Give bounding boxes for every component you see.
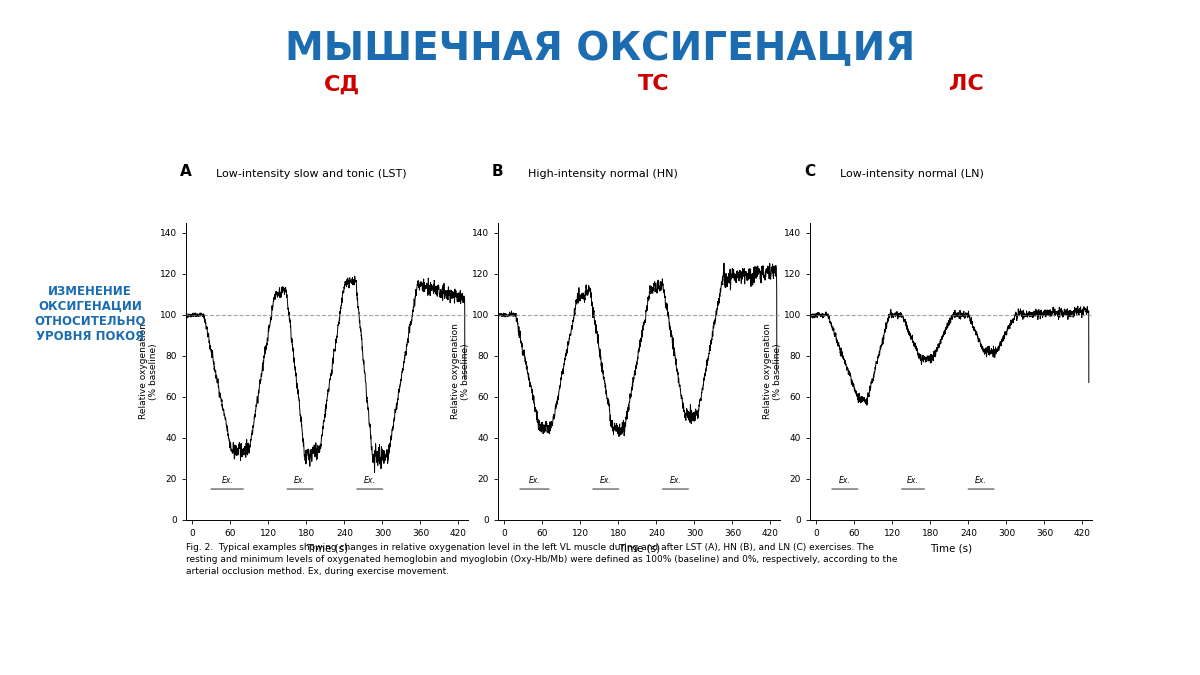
Text: СД: СД xyxy=(324,74,360,94)
Text: Ex.: Ex. xyxy=(839,476,851,485)
Text: ТС: ТС xyxy=(638,74,670,94)
Y-axis label: Relative oxygenation
(% baseline): Relative oxygenation (% baseline) xyxy=(139,323,158,419)
Text: Ex.: Ex. xyxy=(364,476,376,485)
Text: Low-intensity slow and tonic (LST): Low-intensity slow and tonic (LST) xyxy=(216,169,407,179)
Text: Ex.: Ex. xyxy=(976,476,986,485)
Text: Ex.: Ex. xyxy=(907,476,919,485)
Text: B: B xyxy=(492,164,504,179)
Text: A: A xyxy=(180,164,192,179)
Y-axis label: Relative oxygenation
(% baseline): Relative oxygenation (% baseline) xyxy=(451,323,470,419)
Text: МЫШЕЧНАЯ ОКСИГЕНАЦИЯ: МЫШЕЧНАЯ ОКСИГЕНАЦИЯ xyxy=(284,30,916,68)
Text: Low-intensity normal (LN): Low-intensity normal (LN) xyxy=(840,169,984,179)
Text: Ex.: Ex. xyxy=(600,476,612,485)
Text: High-intensity normal (HN): High-intensity normal (HN) xyxy=(528,169,678,179)
Text: Ex.: Ex. xyxy=(670,476,682,485)
Text: C: C xyxy=(804,164,815,179)
X-axis label: Time (s): Time (s) xyxy=(306,543,348,553)
Text: Ex.: Ex. xyxy=(528,476,540,485)
Text: ЛС: ЛС xyxy=(949,74,983,94)
Text: Fig. 2.  Typical examples showing changes in relative oxygenation level in the l: Fig. 2. Typical examples showing changes… xyxy=(186,543,898,576)
Text: ИЗМЕНЕНИЕ
ОКСИГЕНАЦИИ
ОТНОСИТЕЛЬНО
УРОВНЯ ПОКОЯ: ИЗМЕНЕНИЕ ОКСИГЕНАЦИИ ОТНОСИТЕЛЬНО УРОВН… xyxy=(35,285,145,343)
Text: Ex.: Ex. xyxy=(221,476,233,485)
X-axis label: Time (s): Time (s) xyxy=(618,543,660,553)
X-axis label: Time (s): Time (s) xyxy=(930,543,972,553)
Y-axis label: Relative oxygenation
(% baseline): Relative oxygenation (% baseline) xyxy=(763,323,782,419)
Text: Ex.: Ex. xyxy=(294,476,306,485)
